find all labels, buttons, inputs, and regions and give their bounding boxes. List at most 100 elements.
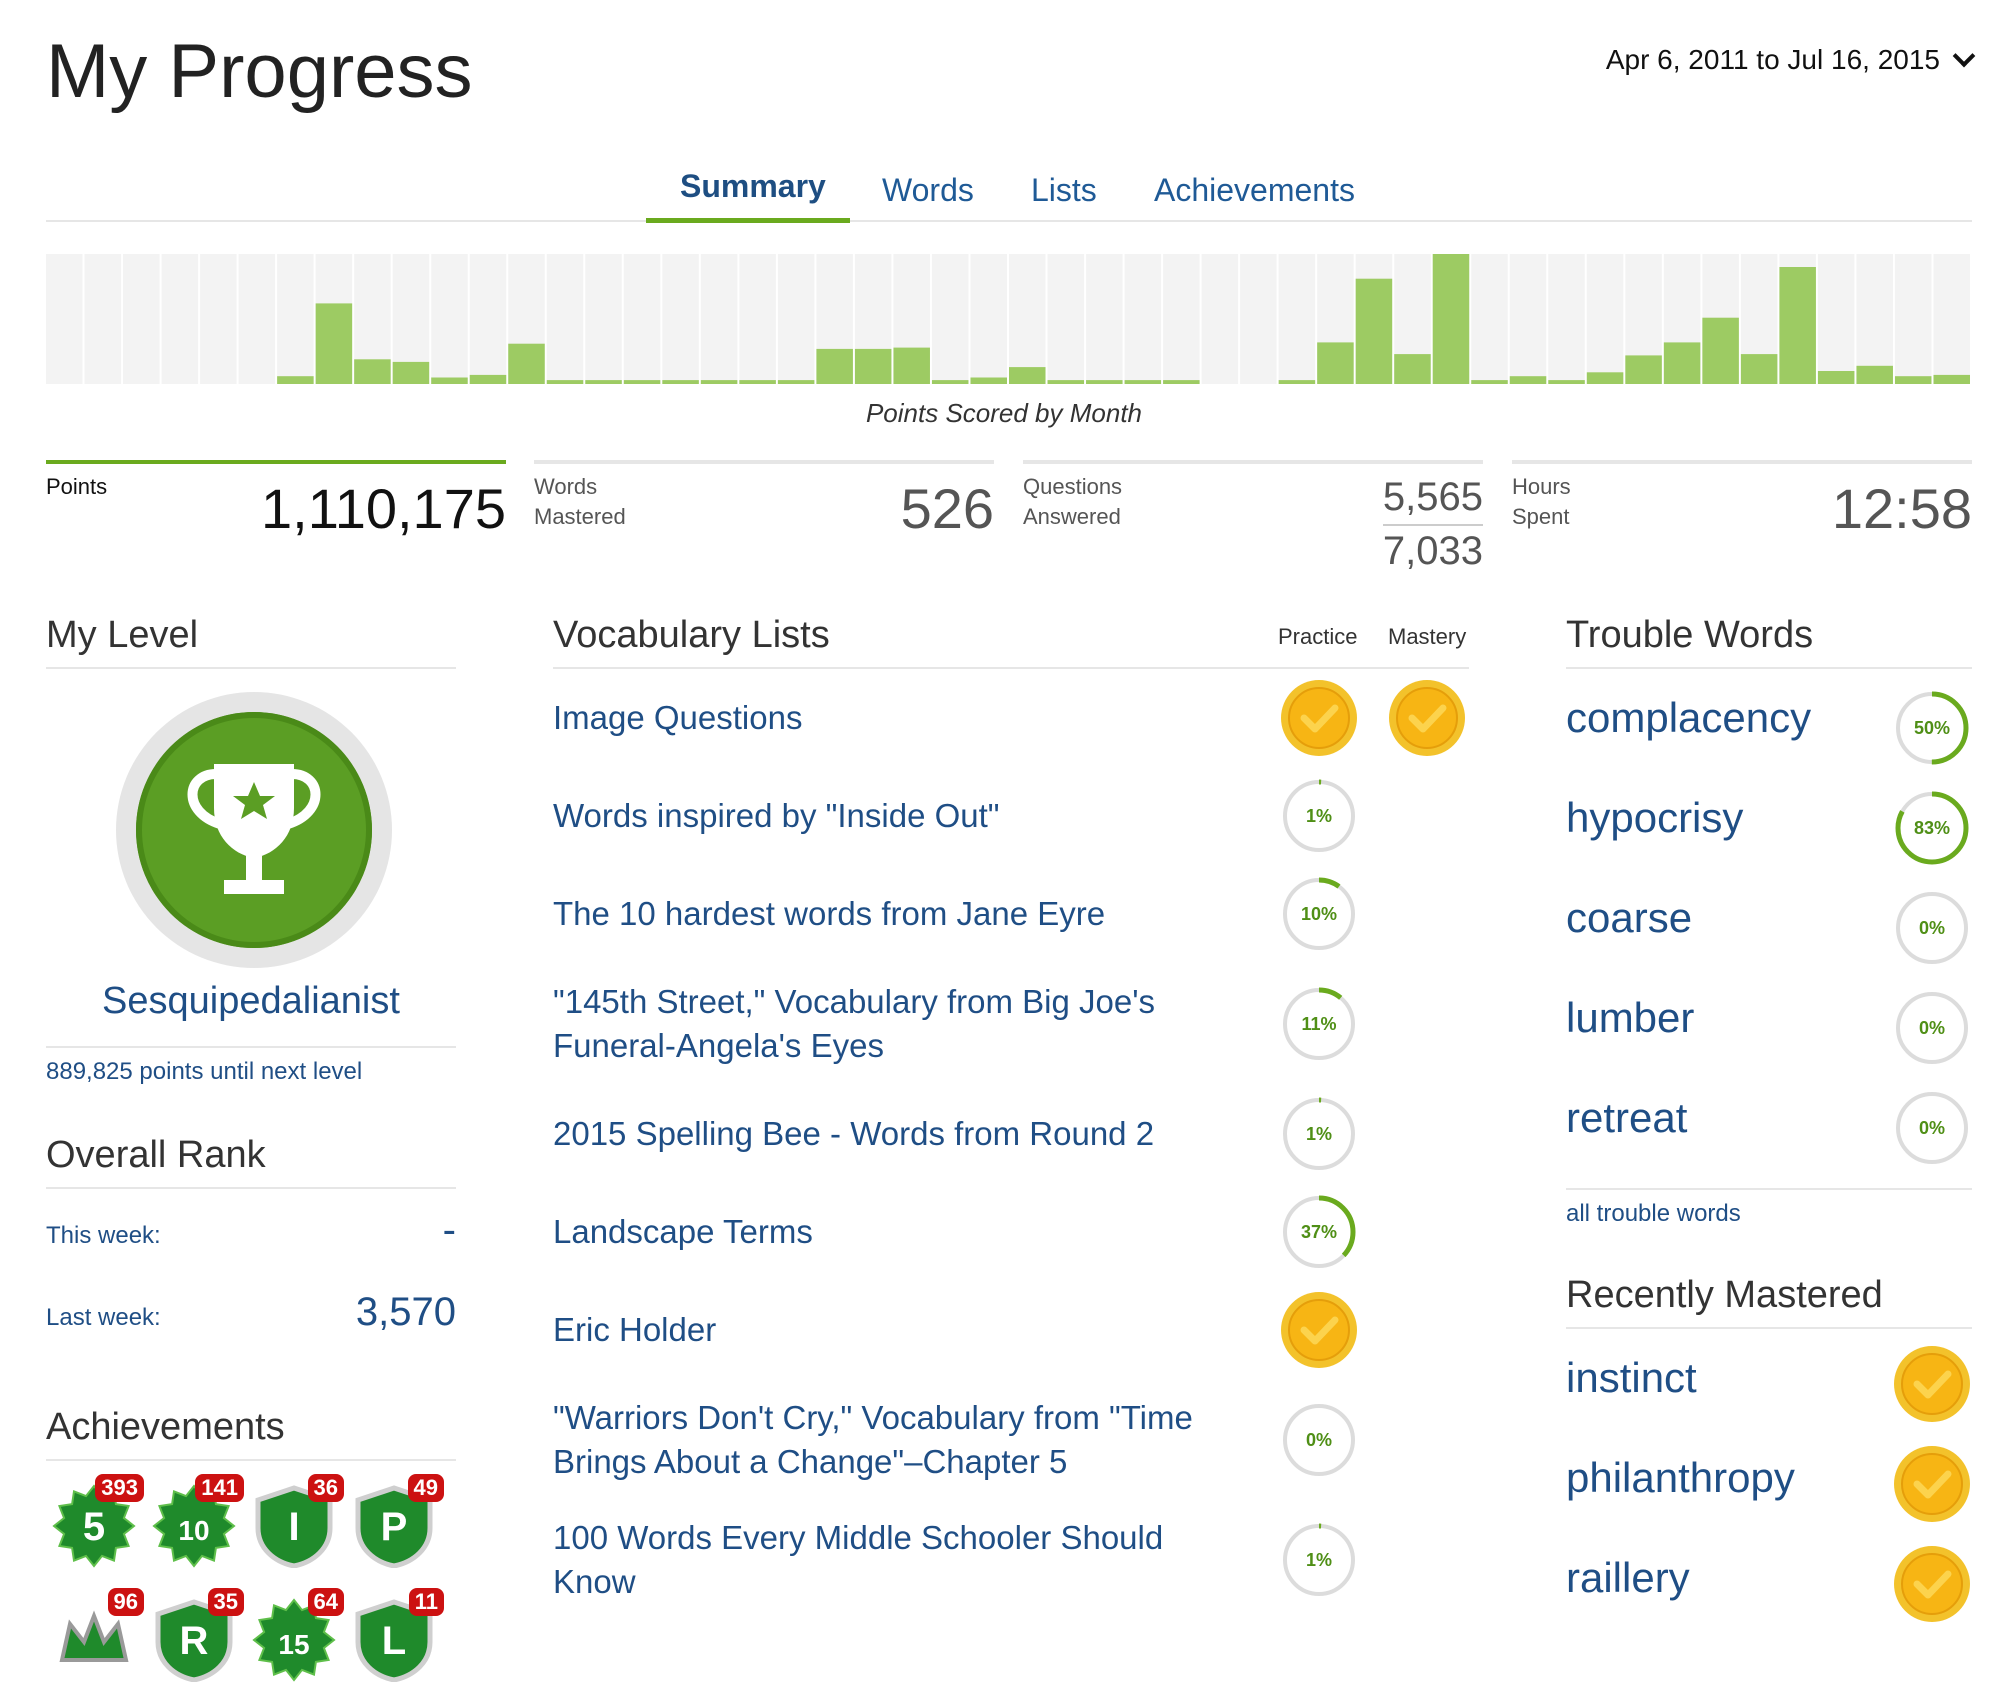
mastered-word-link[interactable]: philanthropy [1566,1454,1795,1501]
chart-bar[interactable] [1278,380,1316,384]
vocab-list-link[interactable]: Eric Holder [553,1311,717,1348]
chart-bar[interactable] [931,380,969,384]
chart-bar[interactable] [1432,254,1470,384]
chart-bar[interactable] [1740,354,1778,384]
chart-bar[interactable] [469,374,507,384]
tab-summary[interactable]: Summary [680,168,826,204]
chart-bar[interactable] [1779,267,1816,384]
chart-bar[interactable] [1394,354,1431,384]
star-10-icon-shape: 10 [152,1484,236,1568]
chart-bar[interactable] [508,343,545,384]
mastered-word-link[interactable]: raillery [1566,1554,1690,1601]
chart-bar[interactable] [662,380,699,384]
stat-hours-label: Hours Spent [1512,472,1571,532]
chart-bar[interactable] [1856,365,1893,384]
vocab-list-link[interactable]: Words inspired by "Inside Out" [553,797,1000,834]
chart-bar[interactable] [1625,355,1662,384]
chart-column-bg [1509,254,1547,384]
chart-column-bg [1124,254,1162,384]
chart-column-bg [1817,254,1855,384]
chart-bar[interactable] [1355,278,1393,384]
vocab-list-link[interactable]: "Warriors Don't Cry," Vocabulary from "T… [553,1399,1193,1480]
chart-bar[interactable] [1548,380,1585,384]
chart-column-bg [1933,254,1970,384]
chart-bar[interactable] [1817,371,1855,384]
chart-bar[interactable] [1471,380,1508,384]
all-trouble-words-link[interactable]: all trouble words [1566,1188,1972,1228]
mastered-word-link[interactable]: instinct [1566,1354,1697,1401]
chart-column-bg [739,254,776,384]
chart-bar[interactable] [816,348,853,384]
chart-column-bg [46,254,83,384]
trouble-word-link[interactable]: retreat [1566,1094,1688,1141]
trouble-word-link[interactable]: coarse [1566,894,1693,941]
vocab-list-link[interactable]: The 10 hardest words from Jane Eyre [553,895,1106,932]
chart-column-bg [161,254,199,384]
star-10-icon[interactable]: 10 141 [152,1474,244,1568]
chart-bar[interactable] [854,348,892,384]
tab-lists[interactable]: Lists [1031,172,1097,208]
chart-bar[interactable] [1086,380,1123,384]
chart-bar[interactable] [585,380,622,384]
vocab-list-link[interactable]: "145th Street," Vocabulary from Big Joe'… [553,983,1156,1064]
chart-bar[interactable] [1933,374,1970,384]
chart-bar[interactable] [777,380,815,384]
chart-bar[interactable] [315,303,353,384]
star-5-icon[interactable]: 5 393 [52,1474,144,1568]
trouble-progress-ring-label: 0% [1919,1118,1945,1138]
chart-bar[interactable] [1702,317,1739,384]
chart-bar[interactable] [431,377,468,385]
stat-words-mastered: Words Mastered 526 [534,460,994,574]
chart-bar[interactable] [700,380,738,384]
chart-bar[interactable] [893,347,930,384]
trouble-word-link[interactable]: complacency [1566,694,1812,741]
achievement-glyph: P [381,1505,408,1549]
chart-bar[interactable] [1663,342,1701,384]
tab-words[interactable]: Words [882,172,974,208]
trouble-progress-ring-label: 50% [1914,718,1950,738]
tab-achievements[interactable]: Achievements [1154,172,1355,208]
stat-hours-label-2: Spent [1512,504,1570,529]
vocab-list-link[interactable]: 2015 Spelling Bee - Words from Round 2 [553,1115,1155,1152]
chart-bar[interactable] [354,359,391,384]
achievement-count: 49 [407,1474,444,1502]
chart-bar[interactable] [1509,376,1547,384]
chart-bar[interactable] [1317,342,1354,384]
chart-bar[interactable] [277,376,314,384]
shield-r-icon[interactable]: R 35 [152,1588,244,1683]
rank-last-week: Last week: 3,570 [46,1290,456,1334]
chart-column-bg [1548,254,1585,384]
chart-bar[interactable] [739,380,776,384]
chart-bar[interactable] [392,361,430,384]
achievement-count: 36 [307,1474,344,1502]
rank-this-week-label: This week: [46,1222,161,1249]
stat-questions-fraction: 5,565 7,033 [1382,472,1483,576]
practice-progress-ring: 10% [1282,877,1356,951]
trouble-word-link[interactable]: hypocrisy [1566,794,1744,841]
chart-column-bg [931,254,969,384]
practice-progress-ring: 0% [1283,1404,1355,1476]
chart-bar[interactable] [1124,380,1162,384]
star-15-icon[interactable]: 15 64 [252,1588,344,1682]
stat-hours-value: 12:58 [1831,477,1972,540]
chart-bar[interactable] [1163,380,1200,384]
chart-bar[interactable] [546,380,584,384]
mastery-complete-icon [1389,680,1465,756]
trouble-progress-ring-label: 0% [1919,918,1945,938]
vocab-list-link[interactable]: 100 Words Every Middle Schooler Should K… [553,1519,1164,1600]
chart-bar[interactable] [623,380,661,384]
chart-bar[interactable] [1894,376,1932,384]
date-range-dropdown[interactable]: Apr 6, 2011 to Jul 16, 2015 [1606,44,1976,76]
chart-bar[interactable] [1586,372,1624,384]
trouble-word-link[interactable]: lumber [1566,994,1695,1041]
chart-bar[interactable] [970,377,1007,385]
vocab-list-link[interactable]: Landscape Terms [553,1213,813,1250]
shield-l-icon[interactable]: L 11 [352,1588,444,1683]
crown-icon[interactable]: 96 [52,1588,144,1682]
shield-i-icon[interactable]: I 36 [252,1474,344,1569]
chart-bar[interactable] [1047,380,1085,384]
chart-bar[interactable] [1009,367,1046,384]
vocab-list-link[interactable]: Image Questions [553,699,803,736]
chart-column-bg [469,254,507,384]
shield-p-icon[interactable]: P 49 [352,1474,444,1569]
